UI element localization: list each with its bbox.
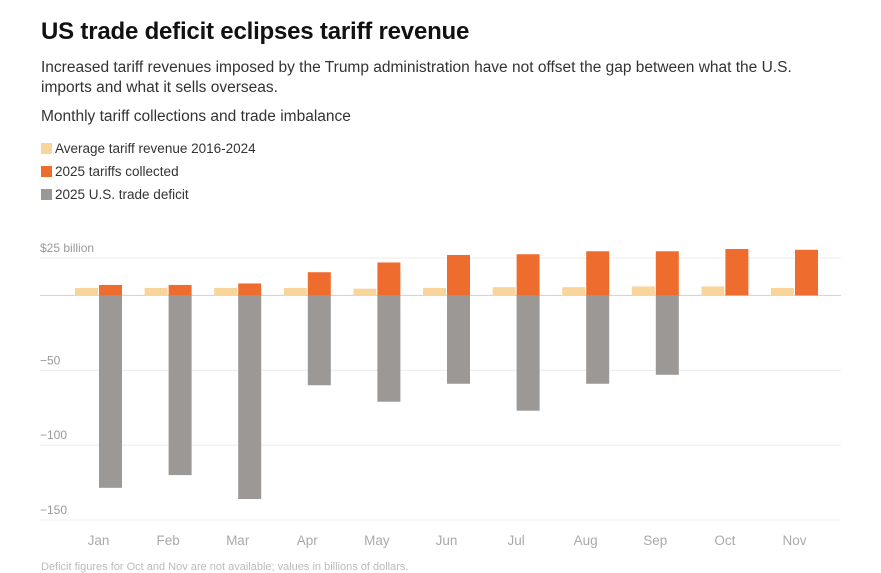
bar-2025-tariffs: [516, 254, 540, 296]
bar-avg-tariff: [423, 287, 446, 296]
x-tick-label: Oct: [714, 533, 735, 548]
legend-label-avg-tariff: Average tariff revenue 2016-2024: [55, 141, 256, 156]
legend-swatch-avg-tariff: [41, 143, 52, 154]
legend-label-trade-deficit: 2025 U.S. trade deficit: [55, 187, 189, 202]
bar-trade-deficit: [99, 295, 122, 488]
bar-avg-tariff: [562, 287, 586, 296]
bar-2025-tariffs: [99, 284, 122, 296]
legend-label-2025-tariffs: 2025 tariffs collected: [55, 164, 179, 179]
legend-item-2025-tariffs: 2025 tariffs collected: [41, 160, 256, 183]
bar-2025-tariffs: [168, 284, 192, 296]
chart-heading: Monthly tariff collections and trade imb…: [41, 108, 351, 125]
bar-2025-tariffs: [238, 283, 262, 296]
bar-trade-deficit: [655, 295, 679, 375]
bar-avg-tariff: [144, 287, 168, 296]
x-tick-label: Jun: [436, 533, 458, 548]
bars-layer: [75, 249, 818, 500]
bar-trade-deficit: [377, 295, 401, 402]
footnote: Deficit figures for Oct and Nov are not …: [41, 561, 409, 573]
x-tick-label: Nov: [782, 533, 806, 548]
bar-2025-tariffs: [377, 262, 401, 296]
x-tick-label: May: [364, 533, 390, 548]
x-tick-label: Mar: [226, 533, 250, 548]
bar-trade-deficit: [307, 295, 331, 386]
y-tick-label: $25 billion: [40, 241, 94, 255]
bar-avg-tariff: [75, 287, 98, 296]
legend-swatch-2025-tariffs: [41, 166, 52, 177]
chart-title: US trade deficit eclipses tariff revenue: [41, 18, 470, 45]
bar-avg-tariff: [353, 288, 377, 296]
bar-trade-deficit: [447, 295, 470, 384]
x-tick-label: Jan: [88, 533, 110, 548]
bar-2025-tariffs: [447, 255, 470, 296]
bar-2025-tariffs: [725, 249, 749, 296]
y-tick-label: −50: [40, 353, 61, 367]
legend: Average tariff revenue 2016-2024 2025 ta…: [41, 137, 256, 206]
bar-avg-tariff: [283, 287, 307, 296]
bar-trade-deficit: [586, 295, 610, 384]
bar-avg-tariff: [701, 286, 725, 296]
bar-avg-tariff: [492, 287, 516, 296]
y-tick-label: −100: [40, 428, 67, 442]
x-tick-label: Sep: [643, 533, 667, 548]
x-tick-label: Jul: [507, 533, 524, 548]
bar-avg-tariff: [214, 287, 238, 296]
bar-trade-deficit: [168, 295, 192, 476]
bar-trade-deficit: [516, 295, 540, 411]
bar-trade-deficit: [238, 295, 262, 500]
chart-subtitle: Increased tariff revenues imposed by the…: [41, 59, 792, 96]
bar-2025-tariffs: [795, 249, 818, 296]
labels-layer: $25 billion −50 −100 −150 Jan Feb Mar Apr May Jun…: [40, 241, 807, 548]
bar-2025-tariffs: [307, 272, 331, 296]
x-tick-label: Apr: [297, 533, 319, 548]
bar-2025-tariffs: [655, 251, 679, 296]
legend-swatch-trade-deficit: [41, 189, 52, 200]
x-tick-label: Feb: [156, 533, 179, 548]
x-tick-label: Aug: [574, 533, 598, 548]
y-tick-label: −150: [40, 503, 67, 517]
grid-layer: [40, 257, 841, 521]
legend-item-trade-deficit: 2025 U.S. trade deficit: [41, 183, 256, 206]
bar-avg-tariff: [631, 286, 655, 296]
bar-avg-tariff: [771, 287, 794, 296]
legend-item-avg-tariff: Average tariff revenue 2016-2024: [41, 137, 256, 160]
bar-2025-tariffs: [586, 251, 610, 296]
